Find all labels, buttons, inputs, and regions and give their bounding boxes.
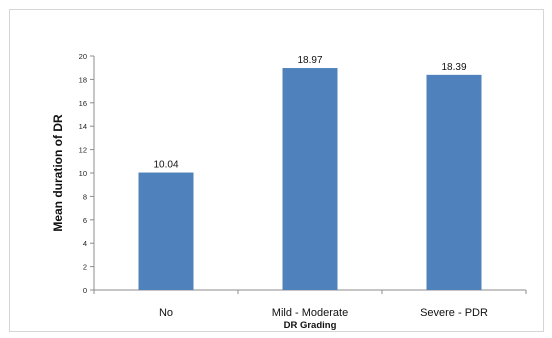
y-tick-label: 2 [83,263,87,272]
x-tick-label: Mild - Moderate [272,307,348,319]
y-tick-label: 8 [83,192,87,201]
x-tick-labels: No Mild - Moderate Severe - PDR [159,307,488,319]
bar [282,68,338,291]
y-tick-label: 20 [79,52,87,61]
bar [138,172,194,290]
y-tick-label: 6 [83,216,87,225]
y-tick-label: 18 [79,75,87,84]
data-label: 18.97 [297,55,322,66]
y-tick-label: 4 [83,239,87,248]
y-tick-label: 12 [79,146,87,155]
y-tick-label: 10 [79,169,87,178]
data-label: 18.39 [441,62,466,73]
x-tick-label: No [159,307,173,319]
y-tick-label: 16 [79,99,87,108]
data-label: 10.04 [153,160,178,171]
y-tick-labels: 0 2 4 6 8 10 12 14 16 18 20 [79,52,87,295]
x-tick-label: Severe - PDR [420,307,488,319]
y-axis-label: Mean duration of DR [51,114,65,232]
y-tick-label: 0 [83,286,87,295]
bars [138,68,482,291]
y-tick-label: 14 [79,122,87,131]
bar [426,74,482,290]
data-labels: 10.04 18.97 18.39 [153,55,466,170]
x-axis-label: DR Grading [284,320,337,331]
